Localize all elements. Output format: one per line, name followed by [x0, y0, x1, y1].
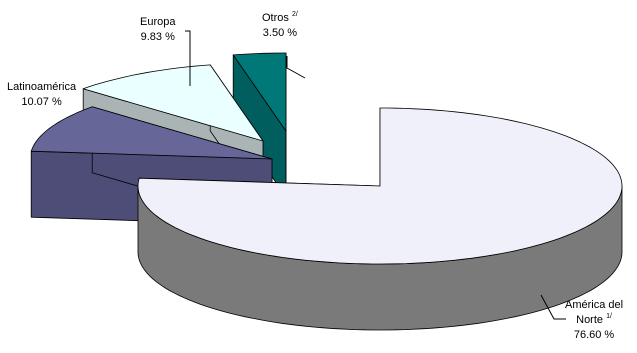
pie-slice-europa-top — [82, 64, 264, 142]
label-america-del-norte-footnote: 1/ — [606, 313, 612, 320]
label-europa-value: 9.83 % — [140, 31, 175, 43]
leader-line-europa — [185, 30, 191, 86]
label-otros-footnote: 2/ — [291, 11, 298, 18]
leader-line-america-del-norte — [540, 294, 566, 320]
label-europa: Europa 9.83 % — [140, 15, 175, 45]
label-europa-name: Europa — [140, 16, 176, 28]
label-latinoamerica-name: Latinoamérica — [7, 81, 77, 93]
pie-slice-america-del-norte-top — [137, 107, 623, 265]
label-latinoamerica: Latinoamérica 10.07 % — [7, 80, 76, 110]
label-otros: Otros 2/ 3.50 % — [262, 11, 298, 41]
pie-slice-america-del-norte — [137, 107, 623, 331]
label-latinoamerica-value: 10.07 % — [21, 96, 62, 108]
pie-slice-latinoamerica-top — [30, 106, 273, 160]
pie-slice-otros — [232, 52, 287, 198]
label-america-del-norte: América del Norte 1/ 76.60 % — [565, 298, 623, 343]
leader-line-otros — [286, 56, 306, 79]
label-america-del-norte-line1: América del — [565, 299, 624, 311]
label-otros-value: 3.50 % — [262, 27, 298, 39]
label-america-del-norte-line2: Norte — [576, 314, 604, 326]
label-america-del-norte-value: 76.60 % — [573, 329, 615, 341]
label-otros-name: Otros — [262, 12, 289, 24]
pie-slice-otros-top — [232, 52, 287, 132]
